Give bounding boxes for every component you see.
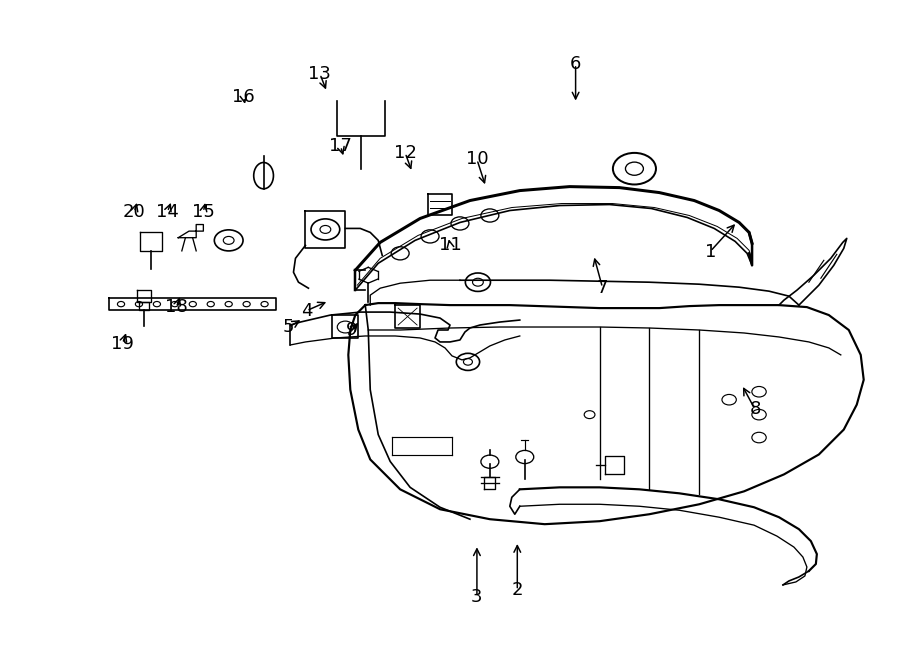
Text: 14: 14: [156, 203, 179, 221]
Text: 8: 8: [750, 401, 760, 418]
Text: 9: 9: [346, 321, 357, 340]
Text: 2: 2: [511, 582, 523, 600]
Text: 17: 17: [329, 137, 352, 155]
Text: 10: 10: [465, 150, 488, 169]
Text: 15: 15: [192, 203, 215, 221]
Text: 5: 5: [283, 318, 294, 336]
Text: 13: 13: [309, 65, 331, 83]
Text: 4: 4: [301, 302, 312, 320]
Text: 1: 1: [705, 243, 716, 260]
Text: 18: 18: [165, 299, 188, 317]
Text: 12: 12: [393, 144, 417, 162]
Text: 20: 20: [122, 203, 146, 221]
Text: 6: 6: [570, 55, 581, 73]
Text: 19: 19: [111, 334, 134, 353]
Text: 11: 11: [438, 236, 462, 254]
Text: 16: 16: [232, 88, 255, 106]
Text: 7: 7: [597, 279, 608, 297]
Text: 3: 3: [472, 588, 482, 606]
